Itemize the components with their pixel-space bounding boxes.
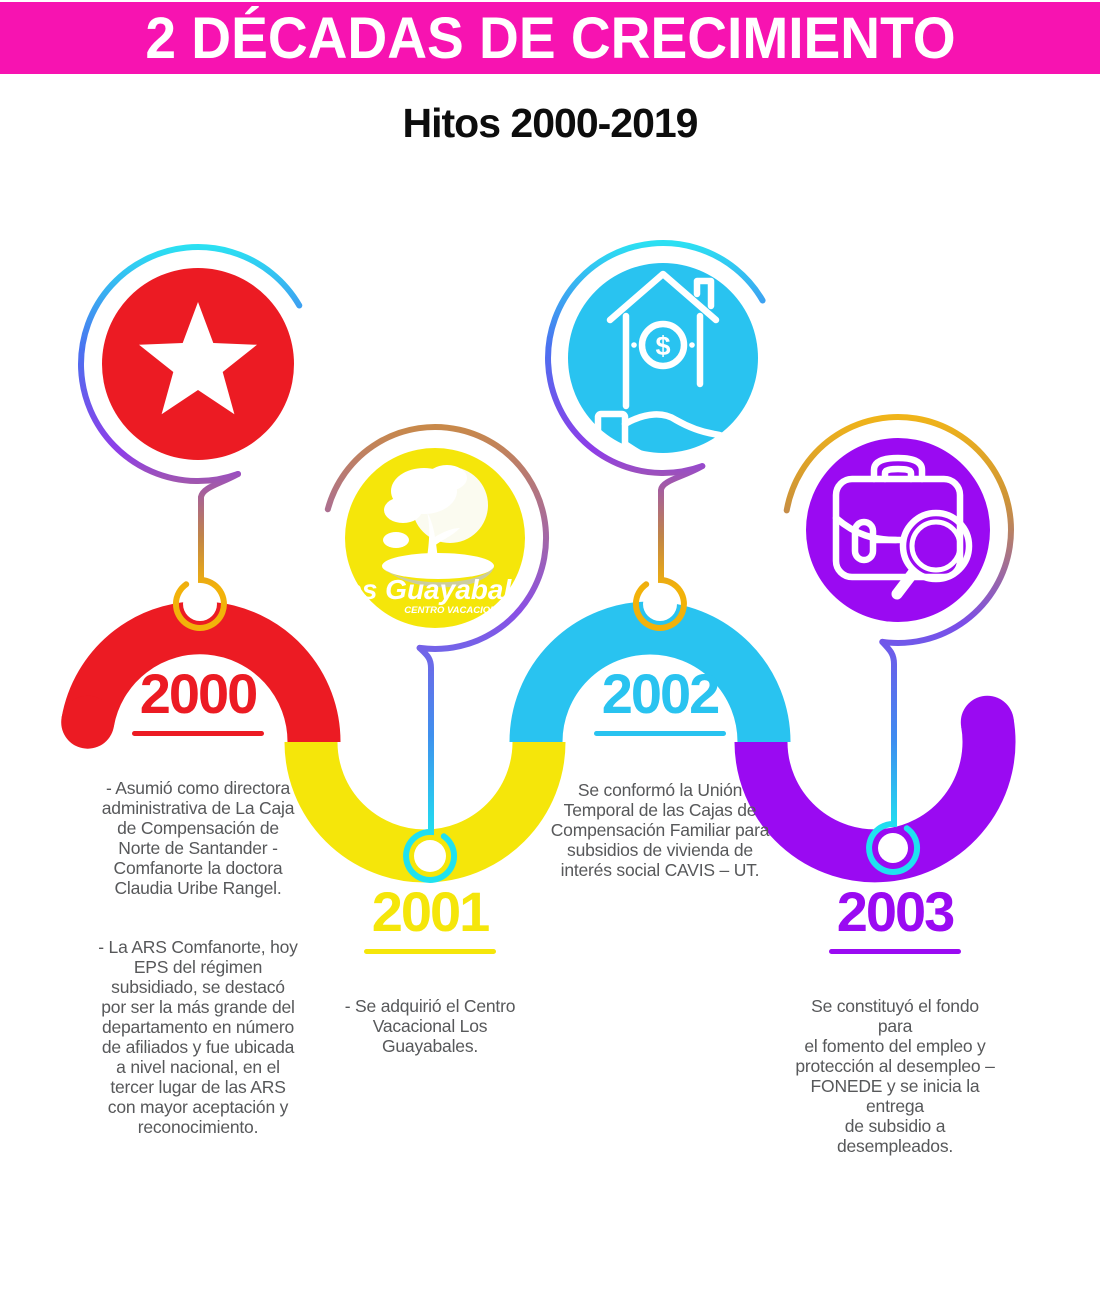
description-2000-paragraph-2: - La ARS Comfanorte, hoy EPS del régimen… [98, 937, 298, 1137]
description-2002-paragraph-1: Se conformó la Unión Temporal de las Caj… [550, 780, 770, 880]
connector-2002 [632, 463, 706, 631]
year-label-2003: 2003 [829, 884, 961, 954]
description-2001-paragraph-1: - Se adquirió el Centro Vacacional Los G… [344, 996, 516, 1056]
house-subsidy-icon: $ [568, 263, 758, 471]
arch-2001 [284, 741, 566, 883]
los-guayabales-logo: Los Guayabales CENTRO VACACIONAL [328, 448, 543, 628]
logo-name: Los Guayabales [328, 574, 543, 605]
year-text-2000: 2000 [139, 662, 259, 725]
year-text-2001: 2001 [371, 880, 491, 943]
year-label-2001: 2001 [364, 884, 496, 954]
year-underline-2002 [594, 731, 726, 736]
year-underline-2000 [132, 731, 264, 736]
arch-2000-endcap [61, 695, 115, 749]
logo-tree [382, 465, 494, 579]
year-underline-2003 [829, 949, 961, 954]
dollar-glyph: $ [655, 331, 670, 361]
description-2002: Se conformó la Unión Temporal de las Caj… [551, 760, 770, 900]
icon-ring-2002 [545, 240, 766, 476]
arch-2003-endcap [960, 695, 1014, 749]
icon-ring-2001 [324, 423, 550, 652]
page-subtitle: Hitos 2000-2019 [402, 100, 699, 146]
timeline-nodes [183, 587, 908, 872]
page-title: 2 DÉCADAS DE CRECIMIENTO [144, 5, 956, 71]
year-text-2002: 2002 [601, 662, 721, 725]
connector-2000 [172, 471, 241, 631]
year-label-2002: 2002 [594, 666, 726, 736]
description-2000-paragraph-1: - Asumió como directora administrativa d… [101, 778, 295, 898]
job-search-icon [806, 438, 990, 622]
year-text-2003: 2003 [836, 880, 956, 943]
connector-2001 [403, 644, 458, 883]
node-2003 [878, 833, 908, 863]
year-label-2000: 2000 [132, 666, 264, 736]
node-2000 [183, 587, 217, 621]
connector-2003 [866, 638, 921, 875]
description-2001: - Se adquirió el Centro Vacacional Los G… [345, 976, 516, 1076]
description-2003: Se constituyó el fondo para el fomento d… [793, 976, 998, 1176]
description-2000: - Asumió como directora administrativa d… [98, 758, 298, 1157]
icon-ring-2000 [78, 244, 303, 484]
year-underline-2001 [364, 949, 496, 954]
star-icon [102, 268, 294, 460]
connectors [78, 240, 1014, 883]
node-2002 [643, 587, 677, 621]
node-2001 [414, 840, 446, 872]
icon-ring-2003 [783, 413, 1014, 646]
logo-swoosh [384, 567, 494, 588]
title-banner: 2 DÉCADAS DE CRECIMIENTO [0, 2, 1100, 74]
logo-tagline: CENTRO VACACIONAL [404, 605, 510, 616]
description-2003-paragraph-1: Se constituyó el fondo para el fomento d… [795, 996, 995, 1156]
